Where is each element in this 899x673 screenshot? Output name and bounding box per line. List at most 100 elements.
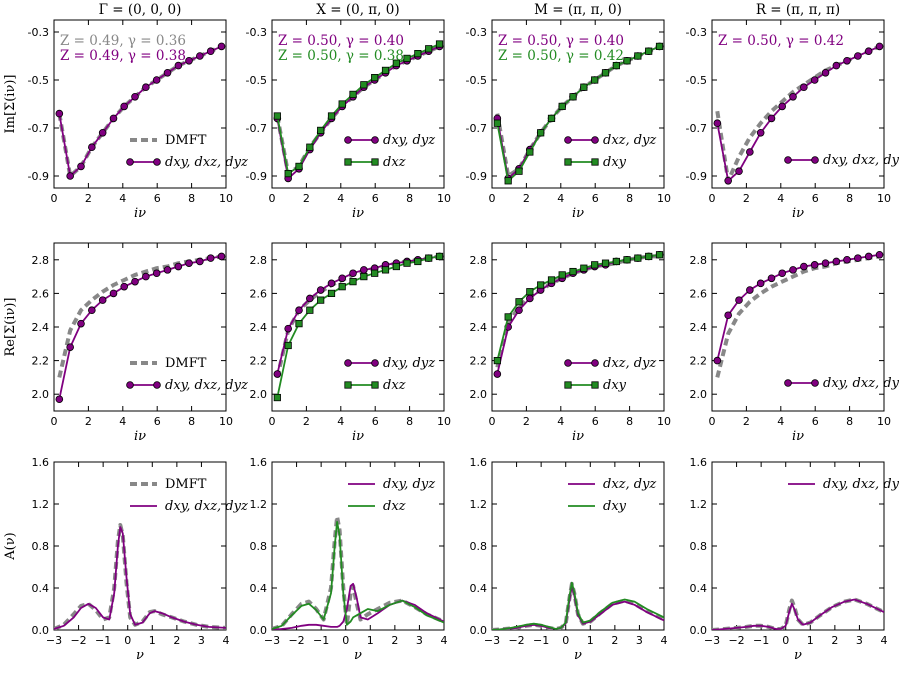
x-tick-label: −2 <box>288 634 304 647</box>
y-tick-label: 2.0 <box>32 388 50 401</box>
data-point <box>338 283 346 291</box>
data-point <box>504 313 512 321</box>
data-point <box>591 76 599 84</box>
annotation: Z = 0.50, γ = 0.40 <box>498 33 624 49</box>
series-line <box>492 585 664 630</box>
y-tick-label: -0.3 <box>246 26 267 39</box>
data-point <box>612 62 620 70</box>
data-point <box>327 279 336 288</box>
annotation: Z = 0.49, γ = 0.38 <box>60 48 186 64</box>
axes-frame <box>711 19 885 189</box>
legend-label: dxy, dxz, dyz <box>165 378 248 393</box>
annotation: Z = 0.49, γ = 0.36 <box>60 33 186 49</box>
y-tick-label: 2.4 <box>470 321 488 334</box>
plot-area <box>54 523 226 630</box>
legend-marker <box>591 158 599 166</box>
data-point <box>800 262 808 271</box>
data-point <box>284 324 292 333</box>
legend-marker <box>811 156 819 164</box>
legend-label: DMFT <box>165 133 207 148</box>
y-tick-label: 2.8 <box>470 254 488 267</box>
x-tick-label: 4 <box>777 192 784 205</box>
x-tick-label: 6 <box>154 192 161 205</box>
plot-area <box>55 42 226 180</box>
panel-im-3: 0 2 4 6 8 10 -0.3 -0.5 -0.7 -0.9 iν Z = 0.50, γ = 0… <box>686 19 899 221</box>
series-line <box>276 45 440 180</box>
data-point <box>832 257 841 266</box>
series-line <box>54 523 226 630</box>
y-tick-label: 2.6 <box>250 287 268 300</box>
data-point <box>306 306 314 314</box>
x-tick-label: 2 <box>743 415 750 428</box>
y-tick-label: 2.4 <box>32 321 50 334</box>
panel-A-1: −3 −2 −1 0 1 2 3 4 0.0 0.4 0.8 1.2 1.6 ν dxy, dyz dxz <box>250 456 448 663</box>
x-tick-label: 1 <box>587 634 594 647</box>
plot-area <box>712 597 884 630</box>
series-line <box>496 45 660 180</box>
data-point <box>558 271 566 279</box>
data-point <box>109 289 118 298</box>
x-tick-label: 10 <box>877 192 891 205</box>
x-axis-label: ν <box>354 648 362 663</box>
data-point <box>371 269 379 277</box>
y-tick-label: -0.7 <box>686 122 707 135</box>
x-axis-label: ν <box>136 648 144 663</box>
legend-label: DMFT <box>165 356 207 371</box>
data-point <box>88 306 96 315</box>
y-tick-label: 0.0 <box>690 624 708 637</box>
data-point <box>206 47 215 55</box>
plot-area <box>493 250 664 378</box>
data-point <box>493 119 501 127</box>
x-tick-label: 0 <box>269 192 276 205</box>
legend-marker <box>564 381 572 389</box>
x-tick-label: 4 <box>441 634 448 647</box>
x-tick-label: 4 <box>557 192 564 205</box>
data-point <box>843 255 851 264</box>
data-point <box>338 100 346 108</box>
x-tick-label: 8 <box>406 415 413 428</box>
y-tick-label: 1.2 <box>470 498 488 511</box>
x-axis-label: iν <box>792 429 804 444</box>
legend-label: dxy, dyz <box>383 356 435 371</box>
x-tick-label: 4 <box>337 415 344 428</box>
y-tick-label: 2.8 <box>690 254 708 267</box>
column-title: M = (π, π, 0) <box>534 2 622 18</box>
plot-area <box>55 252 226 404</box>
data-point <box>821 259 830 267</box>
x-tick-label: 3 <box>636 634 643 647</box>
x-axis-label: iν <box>352 206 364 221</box>
y-tick-label: 2.0 <box>250 388 268 401</box>
data-point <box>580 83 588 91</box>
data-point <box>493 370 502 378</box>
x-tick-label: 10 <box>219 192 233 205</box>
x-tick-label: 10 <box>437 415 451 428</box>
data-point <box>789 266 797 274</box>
y-tick-label: 0.4 <box>470 582 488 595</box>
data-point <box>713 119 722 127</box>
legend-label: dxy, dxz, dyz <box>165 155 248 170</box>
data-point <box>196 257 204 266</box>
y-tick-label: -0.3 <box>28 26 49 39</box>
x-tick-label: 0 <box>709 192 716 205</box>
series-line <box>275 44 441 176</box>
annotation: Z = 0.50, γ = 0.42 <box>718 33 844 49</box>
x-tick-label: −1 <box>753 634 769 647</box>
data-point <box>655 42 664 51</box>
data-point <box>724 177 732 185</box>
legend-marker <box>784 156 792 164</box>
data-point <box>77 319 85 328</box>
y-tick-label: 2.0 <box>470 388 488 401</box>
data-point <box>360 266 368 274</box>
data-point <box>789 93 797 101</box>
data-point <box>77 162 85 171</box>
data-point <box>515 306 523 315</box>
legend-marker <box>371 136 379 144</box>
data-point <box>875 42 884 51</box>
y-tick-label: 2.8 <box>32 254 50 267</box>
data-point <box>163 69 172 77</box>
data-point <box>414 257 422 266</box>
y-tick-label: 1.2 <box>32 498 50 511</box>
x-tick-label: 2 <box>611 634 618 647</box>
data-point <box>306 143 314 151</box>
